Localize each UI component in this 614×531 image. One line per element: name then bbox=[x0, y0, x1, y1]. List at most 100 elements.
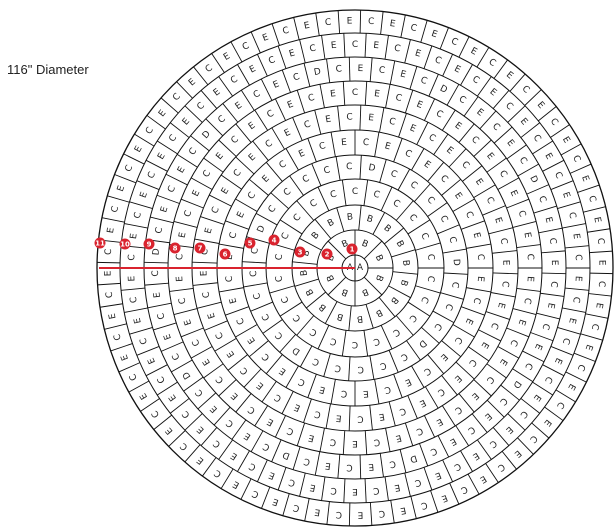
tile-letter: C bbox=[314, 408, 323, 419]
tile-divider bbox=[384, 476, 389, 501]
tile-divider bbox=[501, 450, 517, 470]
tile-divider bbox=[314, 109, 322, 135]
tile-letter: E bbox=[178, 231, 189, 239]
tile-divider bbox=[219, 287, 244, 293]
tile-letter: C bbox=[323, 165, 332, 176]
tile-divider bbox=[390, 500, 395, 524]
tile-letter: C bbox=[470, 74, 481, 86]
tile-letter: B bbox=[305, 287, 317, 297]
tile-letter: B bbox=[310, 230, 322, 241]
tile-divider bbox=[294, 278, 319, 287]
tile-letter: C bbox=[475, 254, 486, 261]
tile-divider bbox=[200, 427, 218, 446]
tile-divider bbox=[512, 308, 537, 315]
tile-divider bbox=[411, 365, 425, 388]
tile-letter: C bbox=[346, 162, 353, 172]
tile-letter: E bbox=[120, 353, 131, 362]
tile-divider bbox=[538, 227, 563, 234]
tile-letter: E bbox=[399, 504, 407, 515]
tile-letter: E bbox=[146, 356, 158, 366]
tile-divider bbox=[173, 221, 198, 228]
tile-letter: E bbox=[473, 177, 485, 188]
tile-divider bbox=[231, 419, 247, 440]
tile-letter: C bbox=[459, 160, 471, 171]
tile-letter: E bbox=[497, 357, 509, 367]
tile-letter: D bbox=[451, 259, 461, 267]
tile-letter: E bbox=[204, 227, 215, 235]
tile-letter: C bbox=[150, 408, 162, 419]
tile-divider bbox=[118, 362, 141, 373]
tile-letter: C bbox=[352, 88, 358, 98]
tile-divider bbox=[176, 81, 193, 99]
tile-divider bbox=[145, 364, 168, 377]
tile-divider bbox=[171, 359, 193, 373]
tile-divider bbox=[507, 413, 526, 431]
tile-divider bbox=[550, 346, 574, 356]
tile-letter: E bbox=[138, 391, 150, 401]
tile-letter: E bbox=[545, 302, 556, 310]
tile-divider bbox=[520, 398, 541, 414]
tile-letter: C bbox=[262, 440, 272, 452]
tile-divider bbox=[326, 58, 331, 83]
tile-letter: C bbox=[187, 146, 199, 157]
tile-divider bbox=[542, 364, 565, 377]
tile-divider bbox=[160, 97, 179, 114]
tile-letter: B bbox=[340, 286, 350, 298]
tile-letter: C bbox=[552, 170, 564, 180]
tile-divider bbox=[341, 179, 347, 206]
tile-divider bbox=[219, 243, 244, 249]
tile-divider bbox=[299, 39, 306, 64]
tile-letter: C bbox=[303, 119, 312, 130]
tile-divider bbox=[220, 174, 242, 190]
tile-divider bbox=[140, 398, 160, 412]
tile-divider bbox=[269, 285, 295, 294]
tile-divider bbox=[441, 178, 462, 196]
tile-divider bbox=[379, 453, 384, 478]
tile-letter: E bbox=[560, 135, 572, 145]
tile-letter: C bbox=[471, 296, 482, 305]
tile-divider bbox=[473, 379, 492, 397]
tile-letter: C bbox=[341, 388, 348, 399]
tile-letter: C bbox=[413, 476, 422, 487]
tile-divider bbox=[202, 457, 217, 477]
tile-divider bbox=[449, 482, 460, 505]
tile-divider bbox=[321, 476, 326, 501]
tile-divider bbox=[407, 301, 431, 317]
tile-letter: C bbox=[527, 433, 539, 444]
tile-divider bbox=[348, 502, 351, 526]
tile-letter: C bbox=[457, 94, 468, 106]
tile-divider bbox=[307, 138, 317, 162]
tile-divider bbox=[184, 105, 203, 123]
tile-letter: E bbox=[393, 482, 401, 493]
tile-letter: C bbox=[484, 374, 496, 385]
tile-divider bbox=[303, 398, 312, 423]
tile-letter: C bbox=[248, 460, 258, 472]
tile-divider bbox=[348, 356, 351, 381]
tile-divider bbox=[144, 282, 169, 286]
tile-letter: E bbox=[152, 291, 163, 298]
tile-letter: C bbox=[589, 322, 600, 331]
tile-letter: C bbox=[335, 509, 342, 519]
tile-divider bbox=[256, 54, 268, 77]
tile-letter: C bbox=[419, 75, 428, 87]
tile-letter: C bbox=[434, 109, 444, 121]
tile-letter: E bbox=[234, 100, 245, 112]
marker-number: 2 bbox=[325, 250, 330, 258]
tile-letter: C bbox=[288, 476, 297, 487]
tile-divider bbox=[341, 330, 347, 357]
tile-letter: C bbox=[368, 17, 375, 27]
tile-divider bbox=[173, 308, 198, 315]
tile-divider bbox=[225, 220, 249, 230]
tile-letter: C bbox=[449, 281, 460, 289]
tile-letter: C bbox=[280, 295, 292, 305]
tile-letter: C bbox=[466, 424, 477, 436]
tile-divider bbox=[493, 126, 513, 144]
tile-letter: D bbox=[368, 163, 377, 174]
tile-letter: C bbox=[330, 485, 337, 496]
tile-divider bbox=[364, 478, 367, 503]
tile-divider bbox=[319, 84, 325, 108]
tile-letter: C bbox=[393, 44, 401, 55]
tile-divider bbox=[537, 106, 557, 122]
tile-letter: E bbox=[439, 492, 448, 503]
